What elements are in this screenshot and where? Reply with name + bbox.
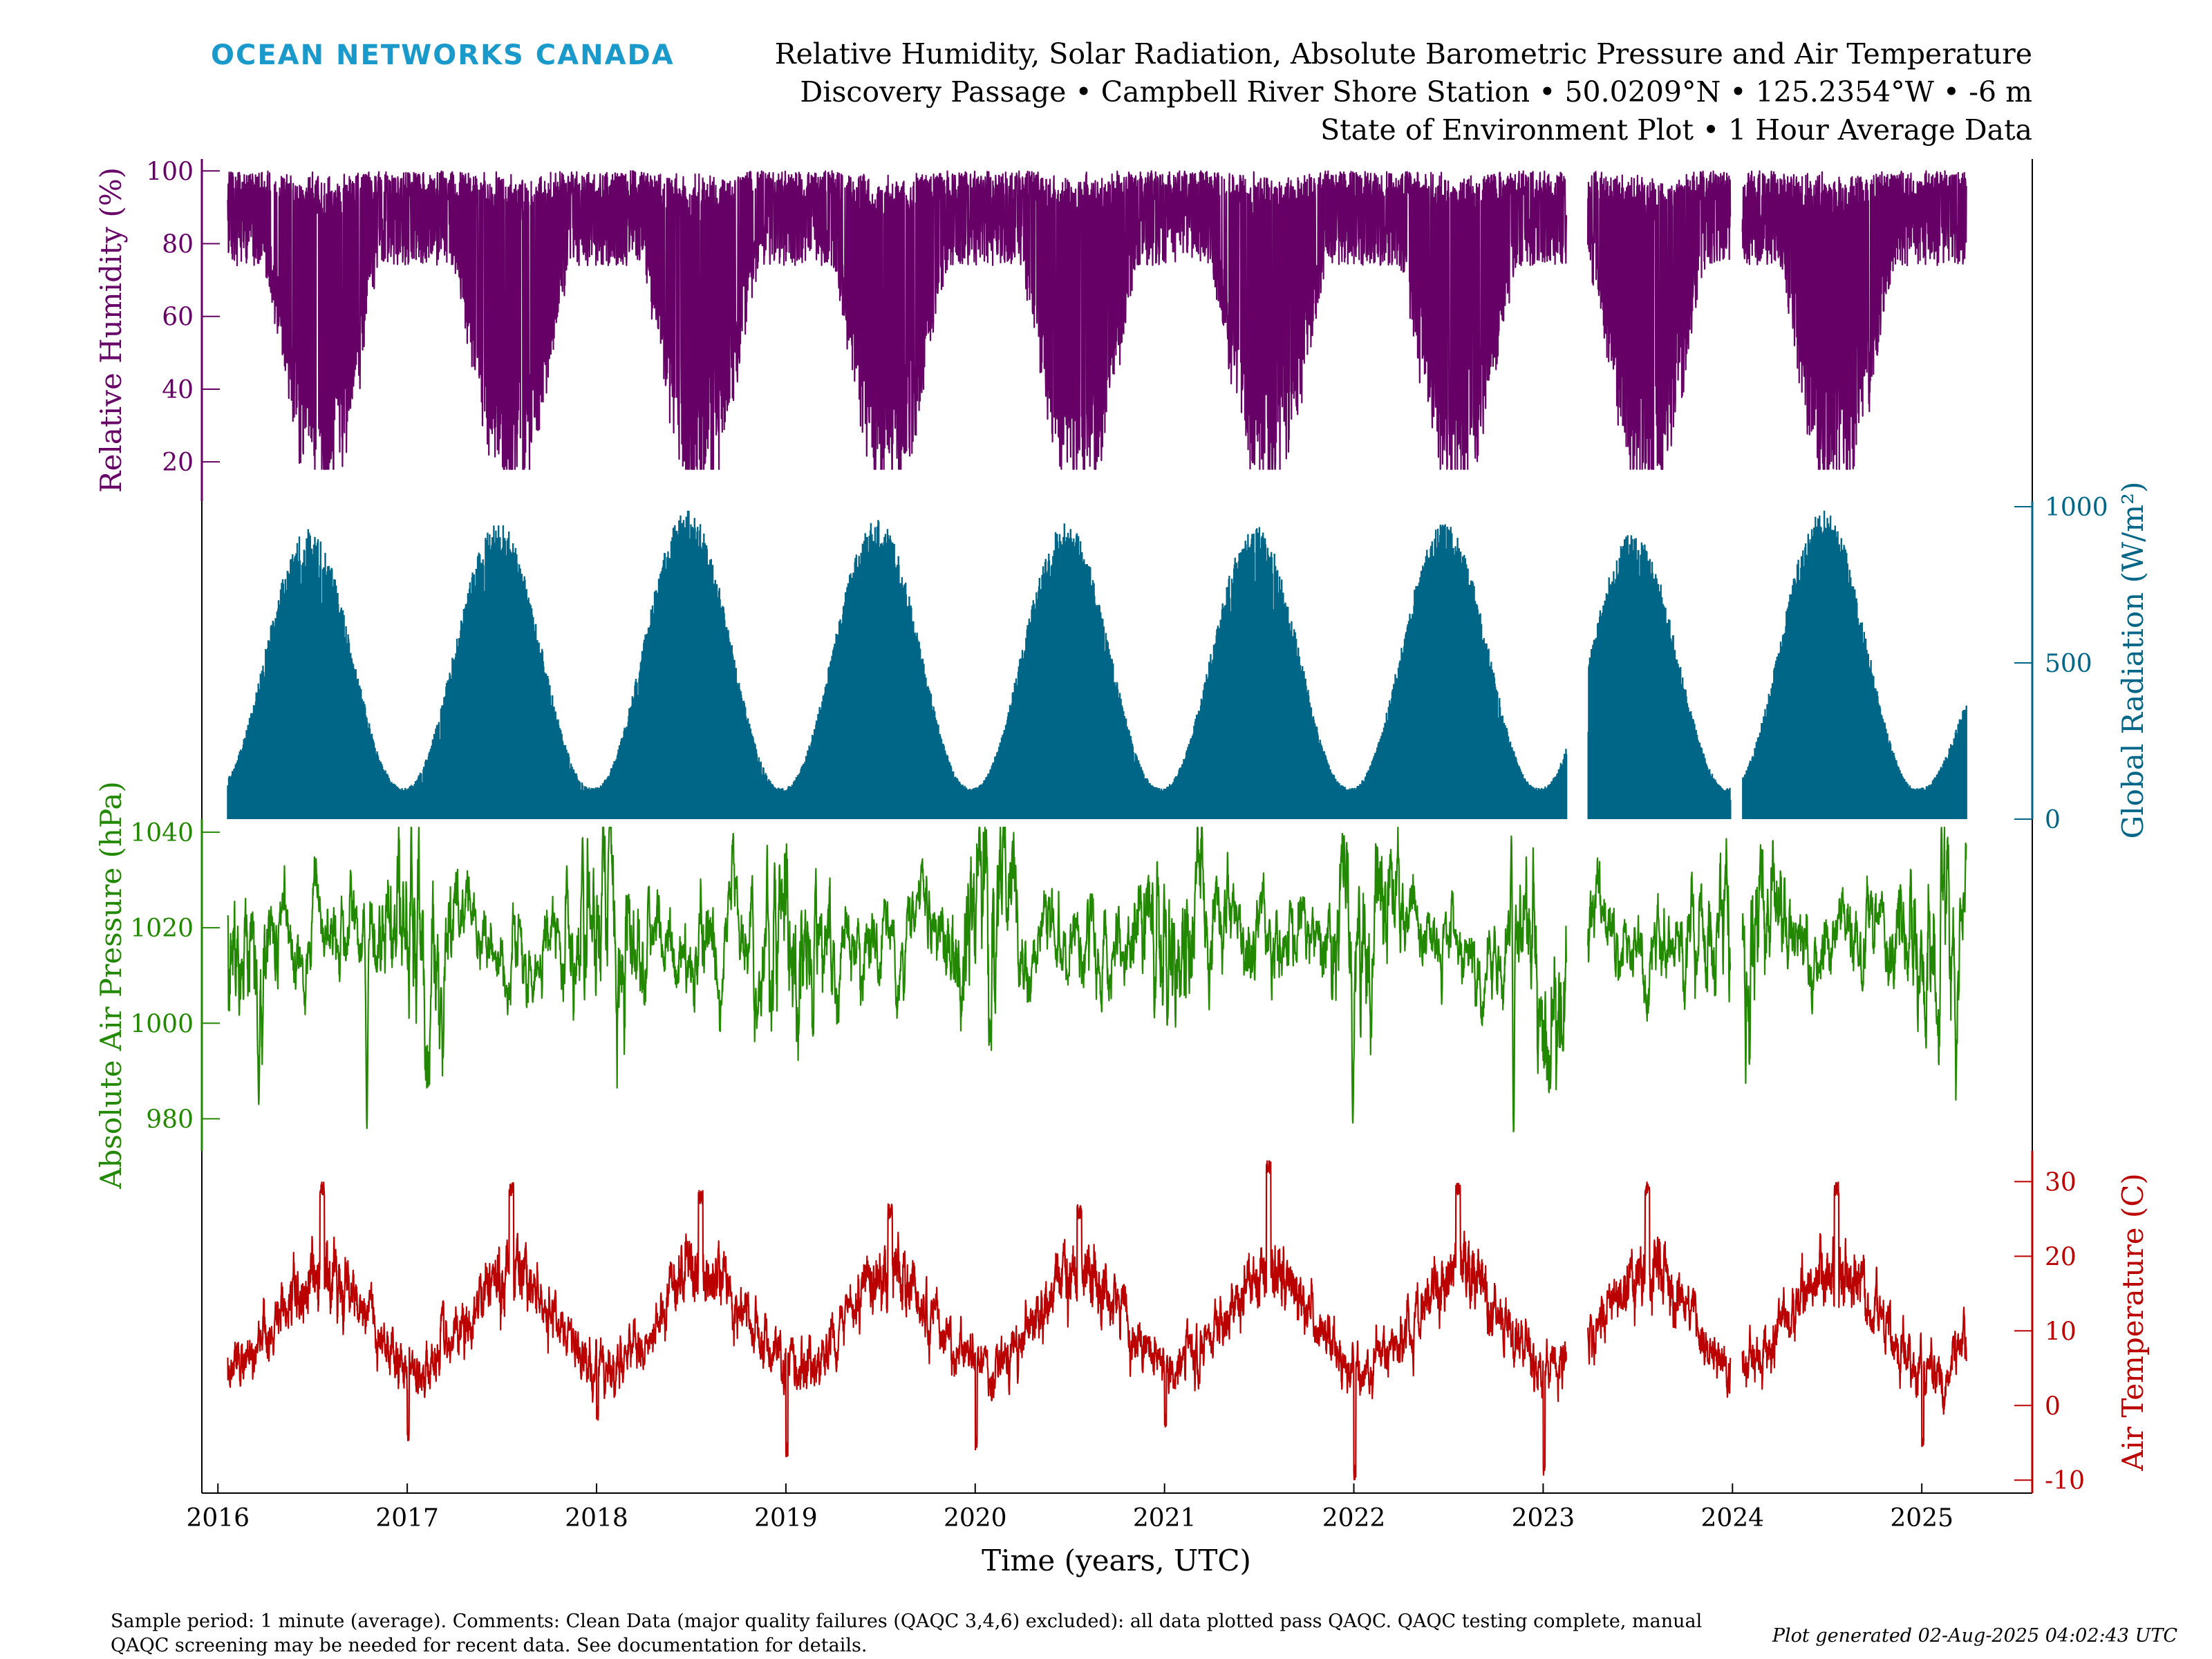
chart-subtitle-data: State of Environment Plot • 1 Hour Avera… [1320,113,2032,147]
footer-comment-line-1: Sample period: 1 minute (average). Comme… [111,1611,1702,1632]
x-tick-label-2017: 2017 [375,1504,439,1533]
radiation-tick-label-1000: 1000 [2045,494,2108,522]
footer-comment-line-2: QAQC screening may be needed for recent … [111,1635,867,1656]
chart-title: Relative Humidity, Solar Radiation, Abso… [775,37,2032,71]
x-tick-label-2021: 2021 [1133,1504,1197,1533]
humidity-tick-label-80: 80 [162,230,194,259]
humidity-tick-label-100: 100 [146,158,194,186]
pressure-tick-label-980: 980 [146,1105,194,1134]
humidity-tick-label-40: 40 [162,376,194,404]
humidity-series-segment-2 [1586,170,1732,470]
radiation-tick-label-0: 0 [2045,806,2061,834]
temperature-tick-label-20: 20 [2045,1243,2077,1271]
radiation-daily-bars [227,510,1967,819]
x-tick-label-2016: 2016 [186,1504,250,1533]
pressure-tick-label-1020: 1020 [130,915,194,943]
x-axis-label: Time (years, UTC) [982,1544,1251,1577]
plot-area [227,170,1967,1481]
x-tick-label-2022: 2022 [1322,1504,1386,1533]
pressure-series-segment-1 [227,826,1567,1133]
radiation-axis-label: Global Radiation (W/m²) [2116,482,2150,839]
temperature-tick-label-0: 0 [2045,1392,2061,1421]
pressure-tick-label-1040: 1040 [130,819,194,847]
humidity-tick-label-20: 20 [162,449,194,477]
x-tick-label-2025: 2025 [1890,1504,1953,1533]
pressure-tick-label-1000: 1000 [130,1010,194,1038]
radiation-tick-label-500: 500 [2045,650,2092,678]
temperature-series-segment-2 [1587,1181,1732,1398]
x-tick-label-2019: 2019 [754,1504,818,1533]
temperature-tick-label-30: 30 [2045,1168,2077,1197]
x-tick-label-2023: 2023 [1512,1504,1575,1533]
plot-generated-timestamp: Plot generated 02-Aug-2025 04:02:43 UTC [1772,1625,2177,1647]
humidity-axis-label: Relative Humidity (%) [94,167,128,493]
temperature-series-segment-1 [227,1160,1567,1481]
axes-layer: 2016 2017 2018 2019 2020 2021 2022 2023 2024 2025… [94,158,2150,1533]
pressure-series-segment-2 [1587,838,1732,1022]
temperature-tick-label-10: 10 [2045,1318,2077,1346]
humidity-series-segment-1 [227,170,1568,470]
x-tick-label-2018: 2018 [565,1504,628,1533]
chart-subtitle-location: Discovery Passage • Campbell River Shore… [800,75,2032,109]
temperature-tick-label--10: -10 [2045,1467,2085,1495]
temperature-axis-label: Air Temperature (C) [2116,1173,2150,1472]
pressure-axis-label: Absolute Air Pressure (hPa) [94,781,128,1190]
x-tick-label-2024: 2024 [1700,1504,1764,1533]
humidity-tick-label-60: 60 [162,303,194,332]
temperature-series-segment-3 [1741,1181,1967,1447]
humidity-series-segment-3 [1741,170,1967,470]
pressure-series-segment-3 [1741,826,1967,1101]
x-tick-label-2020: 2020 [944,1504,1007,1533]
brand-logo-text: OCEAN NETWORKS CANADA [211,39,675,71]
